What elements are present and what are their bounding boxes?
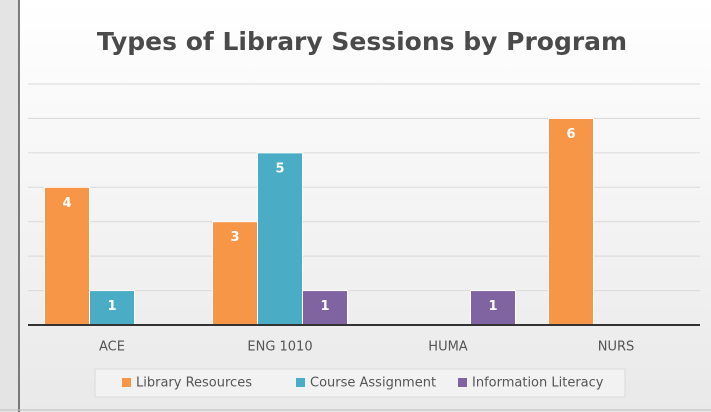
bar — [257, 152, 303, 326]
legend-swatch — [296, 378, 305, 387]
data-label: 1 — [488, 299, 497, 314]
legend — [94, 368, 626, 398]
chart-title: Types of Library Sessions by Program — [97, 27, 627, 56]
left-strip — [0, 0, 19, 412]
bar — [548, 117, 594, 326]
x-tick-label: NURS — [598, 340, 635, 355]
data-label: 1 — [320, 299, 329, 314]
legend-label: Information Literacy — [472, 376, 604, 391]
legend-label: Library Resources — [136, 376, 252, 391]
data-label: 1 — [107, 299, 116, 314]
legend-swatch — [458, 378, 467, 387]
x-tick-label: ACE — [99, 340, 125, 355]
legend-swatch — [122, 378, 131, 387]
data-label: 6 — [566, 127, 575, 142]
x-tick-label: HUMA — [428, 340, 468, 355]
data-label: 4 — [62, 196, 71, 211]
data-label: 3 — [230, 230, 239, 245]
data-label: 5 — [275, 161, 284, 176]
bar — [302, 290, 348, 326]
x-tick-label: ENG 1010 — [247, 340, 312, 355]
legend-label: Course Assignment — [310, 376, 436, 391]
bar — [89, 290, 135, 326]
